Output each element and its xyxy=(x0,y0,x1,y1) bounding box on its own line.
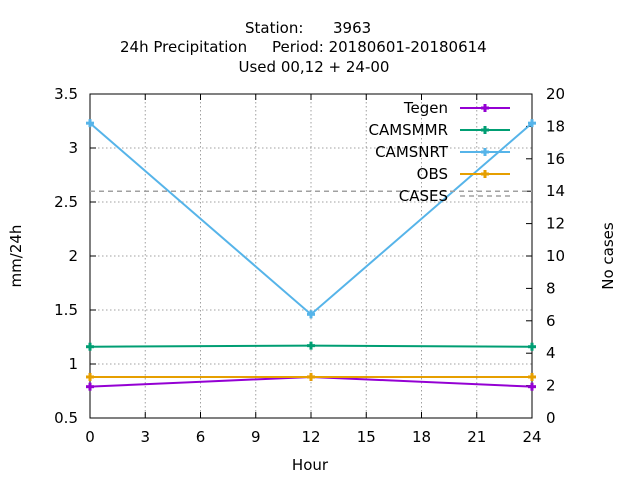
legend-entry-camsnrt: CAMSNRT xyxy=(375,143,510,161)
y-axis-label: mm/24h xyxy=(7,225,25,288)
y2-tick-label: 0 xyxy=(546,409,556,427)
x-tick-label: 0 xyxy=(85,428,95,446)
grid xyxy=(90,94,532,418)
y2-tick-label: 2 xyxy=(546,377,556,395)
y-tick-label: 1 xyxy=(68,355,78,373)
y2-tick-label: 18 xyxy=(546,117,565,135)
legend-label-camsnrt: CAMSNRT xyxy=(375,143,449,161)
legend-marker-camsmmr xyxy=(481,126,489,134)
legend-marker-camsnrt xyxy=(481,148,489,156)
series-point-camsnrt xyxy=(86,119,94,128)
legend-entry-camsmmr: CAMSMMR xyxy=(368,121,510,139)
series-point-tegen xyxy=(528,382,536,391)
legend-label-obs: OBS xyxy=(417,165,448,183)
y-tick-label: 1.5 xyxy=(54,301,78,319)
x-tick-label: 6 xyxy=(196,428,206,446)
y2-tick-label: 14 xyxy=(546,182,565,200)
y2-tick-label: 10 xyxy=(546,247,565,265)
x-axis-label: Hour xyxy=(292,456,329,474)
chart-title: Station: 3963 24h Precipitation Period: … xyxy=(120,19,487,76)
y2-tick-label: 16 xyxy=(546,150,565,168)
x-tick-label: 15 xyxy=(357,428,376,446)
series-point-obs xyxy=(86,372,94,381)
series xyxy=(86,119,536,391)
series-point-obs xyxy=(528,372,536,381)
y-tick-label: 3.5 xyxy=(54,85,78,103)
axis-ticks: 0 3 6 9 12 15 18 21 240.511.522.533.502468101214… xyxy=(54,85,565,446)
title-precip-label: 24h Precipitation xyxy=(120,38,247,56)
y2-tick-label: 8 xyxy=(546,279,556,297)
x-tick-label: 9 xyxy=(251,428,261,446)
x-tick-label: 3 xyxy=(140,428,150,446)
x-tick-label: 24 xyxy=(522,428,541,446)
series-camsmmr xyxy=(86,341,536,351)
y2-tick-label: 4 xyxy=(546,344,556,362)
series-point-camsmmr xyxy=(307,341,315,350)
x-tick-label: 12 xyxy=(301,428,320,446)
legend-marker-obs xyxy=(481,170,489,178)
x-tick-label: 21 xyxy=(467,428,486,446)
legend-label-tegen: Tegen xyxy=(403,99,448,117)
series-point-camsmmr xyxy=(528,342,536,351)
title-station-value: 3963 xyxy=(333,19,371,37)
x-tick-label: 18 xyxy=(412,428,431,446)
legend-entry-tegen: Tegen xyxy=(403,99,510,117)
series-point-obs xyxy=(307,372,315,381)
legend-label-cases: CASES xyxy=(399,187,448,205)
legend-marker-tegen xyxy=(481,104,489,112)
series-camsnrt xyxy=(86,119,536,319)
series-obs xyxy=(86,372,536,381)
series-point-camsmmr xyxy=(86,342,94,351)
title-used: Used 00,12 + 24-00 xyxy=(239,58,390,76)
y2-tick-label: 20 xyxy=(546,85,565,103)
y-tick-label: 3 xyxy=(68,139,78,157)
y-tick-label: 0.5 xyxy=(54,409,78,427)
series-point-tegen xyxy=(86,382,94,391)
y2-axis-label: No cases xyxy=(599,222,617,290)
y2-tick-label: 12 xyxy=(546,215,565,233)
title-station-label: Station: xyxy=(245,19,303,37)
series-point-camsnrt xyxy=(528,119,536,128)
legend-label-camsmmr: CAMSMMR xyxy=(368,121,448,139)
legend-entry-obs: OBS xyxy=(417,165,510,183)
legend: Tegen CAMSMMR CAMSNRT OBS CASES xyxy=(368,99,510,205)
y-tick-label: 2 xyxy=(68,247,78,265)
legend-entry-cases: CASES xyxy=(399,187,510,205)
y2-tick-label: 6 xyxy=(546,312,556,330)
series-point-camsnrt xyxy=(307,310,315,319)
title-period: Period: 20180601-20180614 xyxy=(272,38,487,56)
y-tick-label: 2.5 xyxy=(54,193,78,211)
